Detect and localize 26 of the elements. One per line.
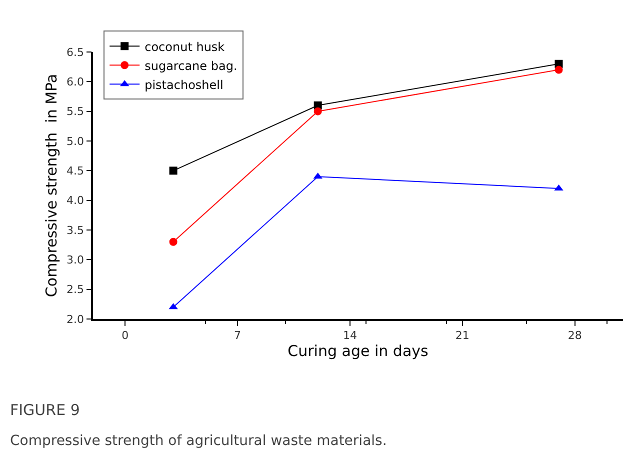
y-tick-label: 2.0 <box>66 312 84 326</box>
y-tick-label: 4.5 <box>66 164 84 178</box>
x-axis-title: Curing age in days <box>288 342 429 360</box>
y-tick-label: 4.0 <box>66 194 84 208</box>
x-tick-label: 28 <box>568 328 582 342</box>
y-tick-label: 5.0 <box>66 134 84 148</box>
y-tick-label: 3.5 <box>66 224 84 237</box>
y-tick-label: 6.5 <box>66 46 84 59</box>
y-tick-label: 6.0 <box>66 76 84 89</box>
y-tick-label: 2.5 <box>66 283 84 296</box>
legend-label: coconut husk <box>144 40 225 54</box>
point <box>314 107 322 116</box>
x-tick-label: 14 <box>342 328 357 342</box>
x-tick-label: 21 <box>455 328 470 342</box>
point <box>169 238 178 246</box>
point <box>554 66 563 74</box>
x-tick-label: 7 <box>234 328 242 342</box>
legend-label: sugarcane bag. <box>144 58 238 73</box>
x-tick-label: 0 <box>122 328 129 342</box>
point <box>169 166 178 175</box>
text: Compressive strength of agricultural waste materials. <box>10 433 387 449</box>
y-tick-label: 3.0 <box>66 254 84 267</box>
legend-label: pistachoshell <box>144 78 224 92</box>
y-tick-label: 5.5 <box>66 105 84 118</box>
caption: FIGURE 9 <box>10 401 80 419</box>
y-axis-title: Compressive strength in MPa <box>42 74 60 298</box>
